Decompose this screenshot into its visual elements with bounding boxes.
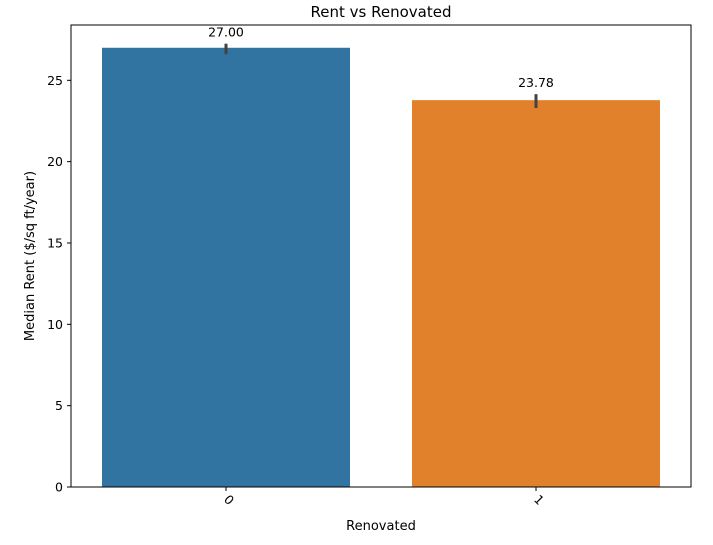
y-tick-label: 25 [47,73,63,88]
y-tick-label: 10 [47,317,63,332]
x-tick-label: 0 [221,492,237,508]
bar [102,47,350,487]
y-tick-label: 0 [55,480,63,495]
bar-value-label: 27.00 [208,25,244,40]
x-axis-label: Renovated [346,519,416,534]
x-tick-label: 1 [531,492,547,508]
y-axis-label: Median Rent ($/sq ft/year) [23,171,38,341]
y-tick-label: 5 [55,398,63,413]
bar [412,100,660,487]
plot-area-frame [70,24,692,488]
y-tick-label: 20 [47,154,63,169]
chart-title: Rent vs Renovated [311,3,452,21]
bar-value-label: 23.78 [518,75,554,90]
y-tick-label: 15 [47,235,63,250]
